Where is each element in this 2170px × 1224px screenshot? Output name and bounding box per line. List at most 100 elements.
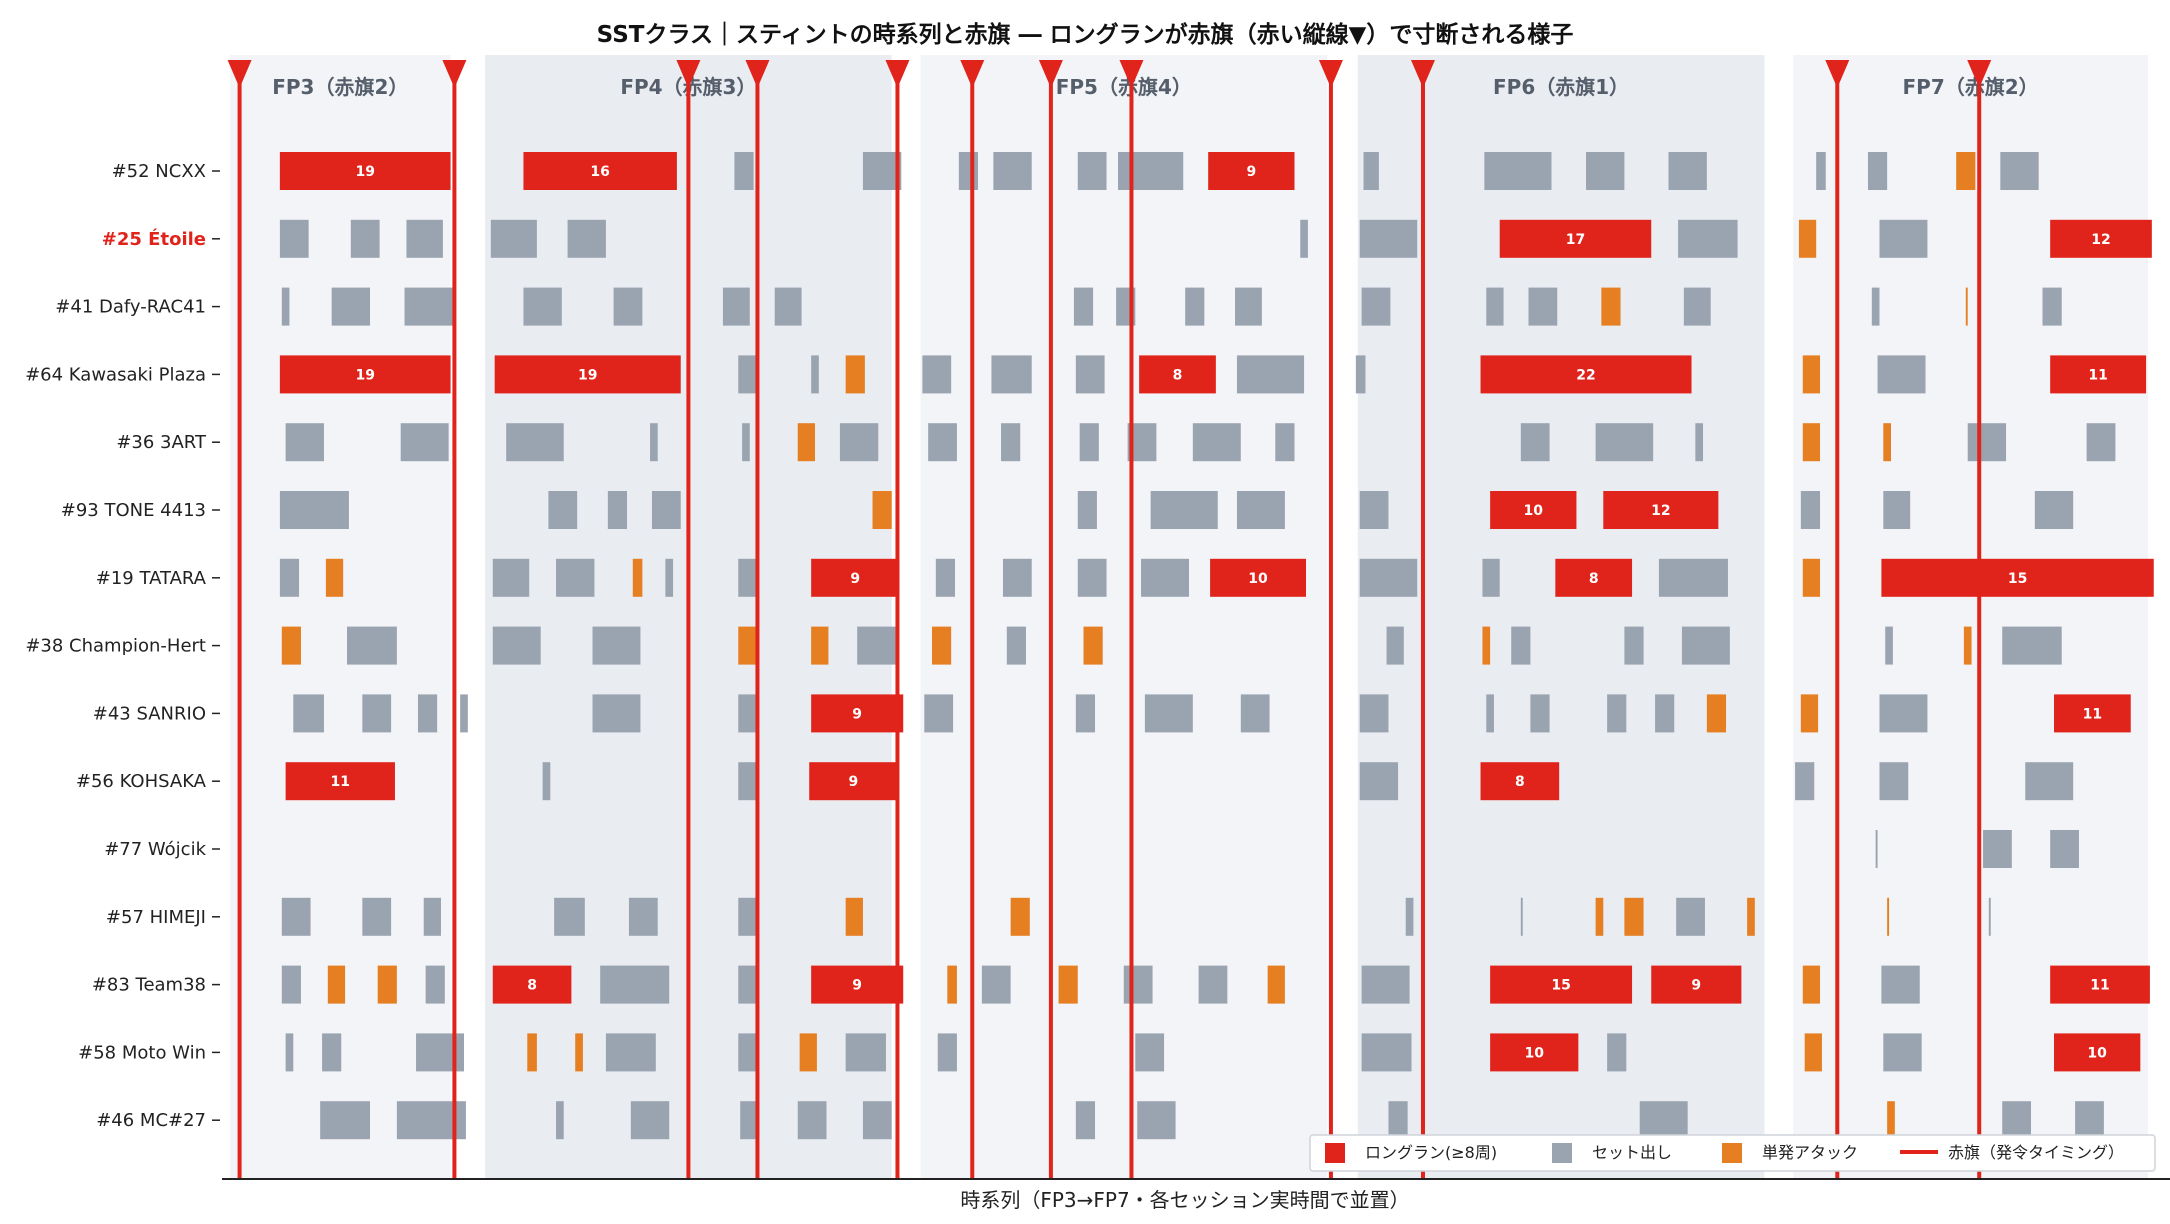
stint-bar-setup bbox=[1123, 965, 1153, 1004]
stint-bar-setup bbox=[738, 965, 758, 1004]
stint-bar-setup bbox=[742, 423, 750, 462]
stint-bar-setup bbox=[1275, 423, 1295, 462]
stint-bar-setup bbox=[738, 355, 758, 394]
red-flag-marker bbox=[442, 60, 467, 88]
row-label: #36 3ART bbox=[116, 432, 207, 453]
stint-bar-long bbox=[1208, 152, 1295, 190]
stint-bar-setup bbox=[924, 694, 954, 733]
red-flag-marker bbox=[1119, 60, 1144, 88]
stint-lap-count: 16 bbox=[590, 164, 609, 180]
stint-bar-long bbox=[279, 355, 451, 394]
session-label: FP6（赤旗1） bbox=[1493, 75, 1629, 99]
stint-bar-long bbox=[1603, 491, 1719, 529]
stint-bar-setup bbox=[1795, 762, 1815, 801]
stint-bar-setup bbox=[928, 423, 957, 462]
stint-bar-setup bbox=[1073, 287, 1094, 326]
stint-bar-attack bbox=[1601, 287, 1621, 326]
stint-bar-setup bbox=[628, 897, 658, 936]
legend-swatch-attack bbox=[1722, 1143, 1742, 1163]
stint-lap-count: 12 bbox=[2091, 232, 2110, 248]
stint-bar-setup bbox=[1967, 423, 2007, 462]
stint-bar-attack bbox=[811, 626, 829, 665]
stint-bar-long bbox=[2054, 694, 2131, 733]
stint-lap-count: 8 bbox=[527, 978, 537, 994]
session-label: FP5（赤旗4） bbox=[1056, 75, 1192, 99]
stint-bar-setup bbox=[1006, 626, 1026, 665]
stint-bar-attack bbox=[575, 1033, 583, 1072]
stint-bar-long bbox=[494, 355, 681, 394]
stint-bar-setup bbox=[958, 152, 979, 190]
stint-bar-setup bbox=[404, 287, 453, 326]
stint-bar-setup bbox=[1361, 1033, 1412, 1072]
stint-bar-long bbox=[2050, 355, 2147, 394]
x-axis-label: 時系列（FP3→FP7・各セッション実時間で並置） bbox=[960, 1188, 1409, 1212]
stint-lap-count: 8 bbox=[1515, 774, 1525, 790]
stint-lap-count: 8 bbox=[1173, 367, 1183, 383]
stint-bar-setup bbox=[1359, 558, 1418, 597]
stint-bar-setup bbox=[592, 694, 641, 733]
stint-bar-setup bbox=[293, 694, 324, 733]
stint-bar-setup bbox=[1359, 762, 1399, 801]
stint-bar-long bbox=[1881, 558, 2154, 597]
stint-bar-setup bbox=[2075, 1101, 2104, 1140]
stint-bar-setup bbox=[738, 897, 758, 936]
stint-lap-count: 9 bbox=[852, 706, 862, 722]
row-label: #19 TATARA bbox=[96, 568, 207, 589]
stint-bar-setup bbox=[1135, 1033, 1165, 1072]
stint-bar-long bbox=[2050, 965, 2150, 1004]
stint-bar-attack bbox=[1706, 694, 1727, 733]
row-label: #58 Moto Win bbox=[78, 1042, 206, 1063]
stint-bar-setup bbox=[600, 965, 670, 1004]
stint-bar-setup bbox=[1075, 1101, 1096, 1140]
stint-bar-setup bbox=[1595, 423, 1654, 462]
stint-bar-setup bbox=[1077, 152, 1107, 190]
stint-bar-attack bbox=[1802, 355, 1821, 394]
stint-bar-setup bbox=[1198, 965, 1228, 1004]
stint-bar-setup bbox=[811, 355, 819, 394]
stint-bar-setup bbox=[738, 558, 758, 597]
stint-bar-long bbox=[1651, 965, 1742, 1004]
stint-bar-setup bbox=[1079, 423, 1099, 462]
stint-bar-setup bbox=[279, 558, 300, 597]
stint-bar-attack bbox=[527, 1033, 537, 1072]
stint-bar-setup bbox=[2034, 491, 2074, 529]
stint-bar-setup bbox=[1001, 423, 1021, 462]
stint-bar-setup bbox=[1359, 219, 1418, 258]
stint-bar-setup bbox=[2050, 830, 2079, 868]
stint-bar-setup bbox=[1150, 491, 1218, 529]
stint-bar-setup bbox=[1355, 355, 1366, 394]
stint-bar-setup bbox=[492, 626, 541, 665]
stint-lap-count: 8 bbox=[1589, 571, 1599, 587]
stint-bar-setup bbox=[1871, 287, 1880, 326]
stint-bar-setup bbox=[1816, 152, 1826, 190]
stint-bar-setup bbox=[460, 694, 468, 733]
legend-label: 赤旗（発令タイミング） bbox=[1948, 1143, 2124, 1162]
stint-bar-setup bbox=[738, 694, 758, 733]
stint-bar-setup bbox=[1879, 219, 1928, 258]
stint-bar-setup bbox=[416, 1033, 464, 1072]
stint-bar-attack bbox=[738, 626, 758, 665]
stint-bar-long bbox=[1555, 558, 1633, 597]
stint-bar-long bbox=[1490, 965, 1633, 1004]
row-label: #46 MC#27 bbox=[96, 1110, 206, 1131]
stint-bar-attack bbox=[1595, 897, 1604, 936]
stint-bar-setup bbox=[1867, 152, 1888, 190]
stint-bar-setup bbox=[605, 1033, 656, 1072]
stint-bar-attack bbox=[632, 558, 643, 597]
stint-bar-attack bbox=[325, 558, 344, 597]
stint-bar-setup bbox=[630, 1101, 670, 1140]
stint-bar-setup bbox=[1658, 558, 1728, 597]
stint-bar-setup bbox=[554, 897, 585, 936]
stint-bar-setup bbox=[417, 694, 438, 733]
stint-lap-count: 10 bbox=[2087, 1045, 2107, 1061]
stint-bar-setup bbox=[613, 287, 643, 326]
stint-bar-setup bbox=[362, 694, 392, 733]
stint-bar-attack bbox=[931, 626, 952, 665]
stint-lap-count: 9 bbox=[1691, 978, 1701, 994]
stint-bar-setup bbox=[423, 897, 441, 936]
stint-bar-setup bbox=[857, 626, 898, 665]
stint-bar-setup bbox=[1077, 558, 1107, 597]
stint-bar-setup bbox=[1359, 694, 1389, 733]
stint-bar-setup bbox=[506, 423, 564, 462]
